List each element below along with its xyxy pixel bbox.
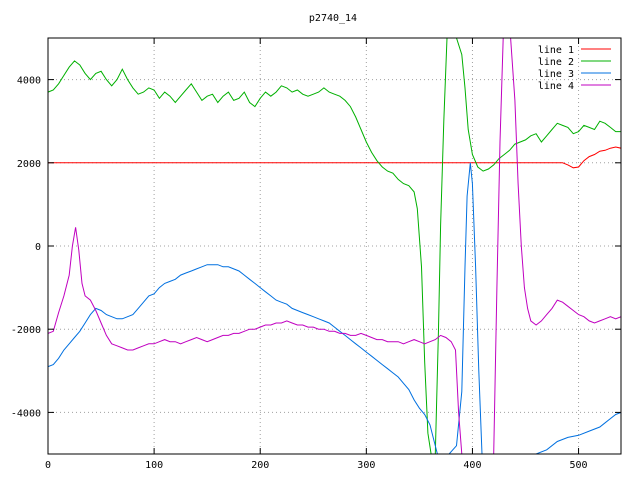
- chart-title: p2740_14: [309, 13, 357, 24]
- legend-label-2: line 2: [538, 57, 574, 68]
- y-tick-label: 2000: [17, 159, 41, 170]
- x-tick-label: 500: [570, 460, 588, 471]
- y-tick-label: 0: [35, 242, 41, 253]
- series-lines: [48, 38, 621, 454]
- y-tick-label: 4000: [17, 76, 41, 87]
- axis-ticks: 0 100 200 300 400 500 -4000 -2000 0 2000 4000: [11, 38, 621, 471]
- legend-label-1: line 1: [538, 45, 574, 56]
- legend-label-3: line 3: [538, 69, 574, 80]
- x-tick-label: 100: [145, 460, 163, 471]
- y-tick-label: -4000: [11, 408, 41, 419]
- x-tick-label: 400: [463, 460, 481, 471]
- series-line-3: [48, 162, 621, 454]
- plot-frame: [47, 37, 622, 455]
- x-tick-label: 200: [251, 460, 269, 471]
- series-line-4: [48, 38, 621, 454]
- grid-lines: [48, 38, 621, 454]
- x-tick-label: 300: [357, 460, 375, 471]
- series-line-2: [48, 38, 621, 454]
- x-tick-label: 0: [45, 460, 51, 471]
- legend-label-4: line 4: [538, 81, 574, 92]
- series-line-1: [48, 146, 621, 169]
- y-tick-label: -2000: [11, 325, 41, 336]
